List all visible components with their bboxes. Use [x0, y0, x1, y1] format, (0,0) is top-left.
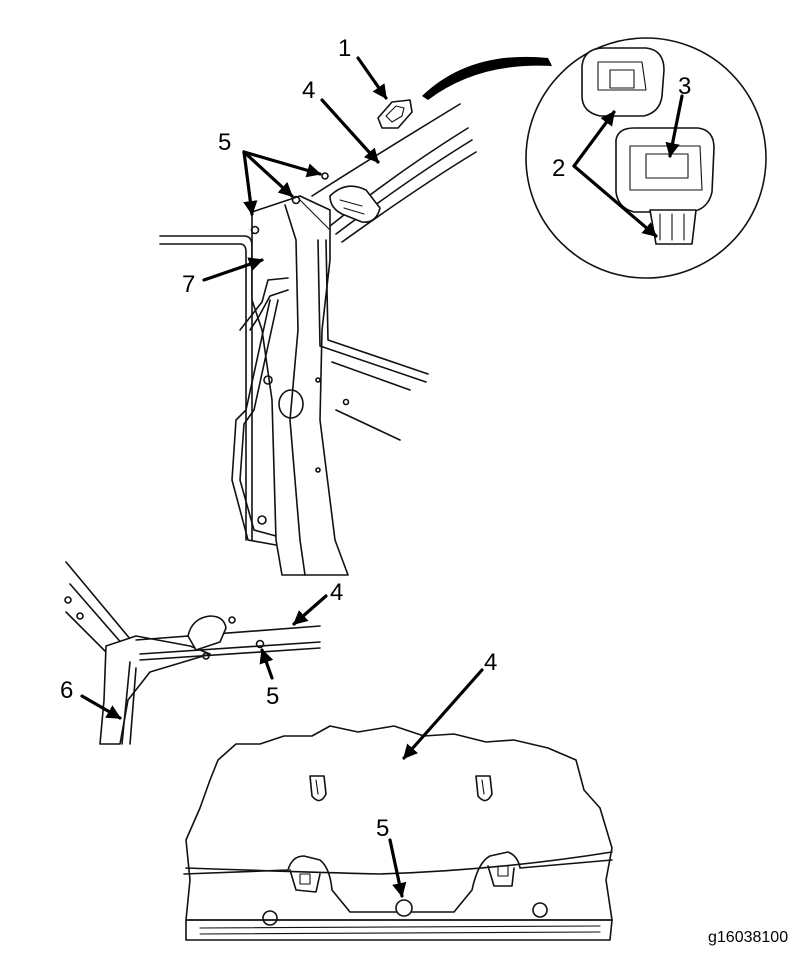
callout-5-middle: 5 [266, 683, 279, 710]
arrow-callout-2-b [572, 164, 658, 238]
arrow-callout-4-middle [292, 594, 328, 626]
arrow-callout-4-top [320, 98, 380, 164]
arrow-callout-7 [202, 257, 264, 282]
callout-3: 3 [678, 73, 691, 100]
callout-labels: 1 4 5 7 2 3 4 5 6 4 5 [60, 35, 691, 842]
arrow-callout-6 [80, 694, 122, 720]
rear-view [183, 725, 613, 941]
callout-5-top: 5 [218, 129, 231, 156]
arrow-callout-5-middle [259, 648, 274, 680]
callout-4-bottom: 4 [484, 649, 497, 676]
callout-7: 7 [182, 271, 195, 298]
arrow-callout-5-bottom [388, 838, 407, 898]
arrow-callout-4-bottom [402, 668, 484, 760]
leader-arrows [80, 56, 684, 898]
arrow-callout-1 [356, 56, 388, 100]
pillar-view [159, 56, 552, 576]
arrow-callout-5-c [242, 150, 322, 178]
arrow-callout-3 [665, 94, 684, 158]
clip-detail-view [525, 37, 767, 279]
figure-id: g16038100 [708, 929, 788, 946]
side-view [64, 561, 321, 745]
callout-4-top: 4 [302, 77, 315, 104]
callout-1: 1 [338, 35, 351, 62]
arrow-callout-5-b [242, 150, 294, 198]
callout-5-bottom: 5 [376, 815, 389, 842]
arrow-callout-5-a [242, 150, 258, 216]
callout-2: 2 [552, 155, 565, 182]
callout-6: 6 [60, 677, 73, 704]
arrow-callout-2-a [572, 110, 616, 168]
callout-4-middle: 4 [330, 579, 343, 606]
